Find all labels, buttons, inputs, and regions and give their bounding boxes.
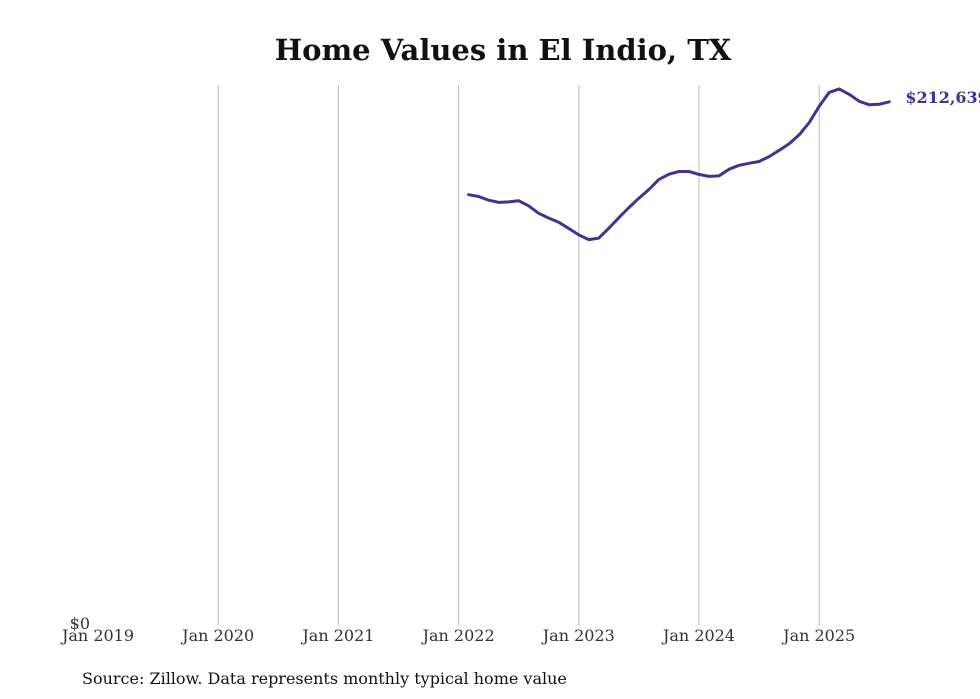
series-line [467, 87, 891, 242]
gridlines [217, 85, 820, 625]
x-tick-label: Jan 2019 [60, 626, 134, 645]
x-tick-label: Jan 2025 [781, 626, 855, 645]
end-value-label: $212,639 [905, 88, 980, 107]
x-tick-label: Jan 2020 [180, 626, 254, 645]
x-tick-label: Jan 2021 [300, 626, 374, 645]
x-tick-label: Jan 2023 [541, 626, 615, 645]
x-tick-label: Jan 2024 [661, 626, 735, 645]
chart-title: Home Values in El Indio, TX [275, 33, 732, 67]
y-axis-ticks: $0 [70, 614, 90, 633]
x-axis-ticks: Jan 2019 Jan 2020 Jan 2021 Jan 2022 Jan 2023… [60, 626, 855, 645]
y-tick-label: $0 [70, 614, 90, 633]
x-tick-label: Jan 2022 [421, 626, 495, 645]
source-note: Source: Zillow. Data represents monthly … [82, 669, 567, 688]
